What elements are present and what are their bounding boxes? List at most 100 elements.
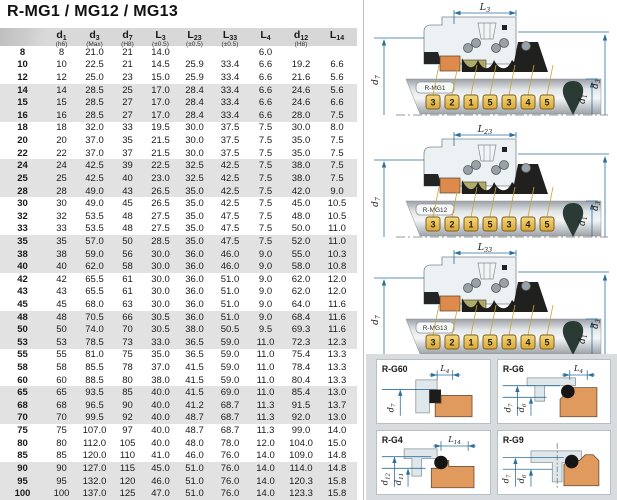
dim-label-d11: d11: [393, 473, 405, 485]
table-cell: 40.0: [151, 412, 170, 424]
table-cell: 76.0: [220, 462, 240, 474]
table-cell: 32.5: [185, 160, 204, 172]
table-cell: 15.0: [151, 72, 170, 84]
table-cell: 42.0: [291, 185, 311, 197]
table-cell: 41.2: [185, 399, 204, 411]
table-cell: 25.9: [185, 59, 204, 71]
table-cell: 13.3: [327, 362, 347, 374]
item-number: 4: [525, 338, 530, 348]
table-cell: 6.0: [258, 46, 273, 58]
table-row: 90 90 127.0 115 45.0 51.0 76.0 14.0 114.0 14.8: [0, 462, 357, 475]
teardrop-cutaway: [562, 321, 584, 355]
table-cell: 7.5: [258, 223, 273, 235]
table-row: 32 32 53.5 48 27.5 35.0 47.5 7.5 48.0 10.5: [0, 210, 357, 223]
table-cell: 110: [119, 450, 136, 462]
table-cell: 28.0: [291, 109, 311, 121]
item-number-tag: [520, 216, 536, 232]
table-cell: 32: [56, 210, 67, 222]
table-cell: 9.5: [258, 324, 273, 336]
table-cell: 109.0: [289, 450, 313, 462]
row-label: 33: [17, 223, 28, 235]
table-cell: 65.5: [85, 273, 104, 285]
table-row: 85 85 120.0 110 41.0 46.0 76.0 14.0 109.0 14.8: [0, 450, 357, 463]
table-cell: 30.0: [185, 147, 204, 159]
table-cell: 50: [56, 324, 67, 336]
table-cell: 132.0: [82, 475, 107, 487]
table-cell: 55: [56, 349, 67, 361]
table-cell: 35.0: [185, 198, 204, 210]
table-cell: 40.0: [151, 387, 170, 399]
item-number: 5: [544, 98, 549, 108]
item-number-tag: [501, 334, 517, 350]
column-header: d1 (h6): [55, 29, 68, 48]
table-row: 55 55 81.0 75 35.0 36.5 59.0 11.0 75.4 13.3: [0, 349, 357, 362]
table-cell: 6.6: [258, 84, 273, 96]
spring-coil: [471, 38, 481, 48]
table-row: 65 65 93.5 85 40.0 41.5 69.0 11.0 85.4 13.0: [0, 386, 357, 400]
dim-label-d7: d7: [500, 474, 512, 483]
column-header: d3 (Max): [86, 29, 103, 48]
table-cell: 30.0: [151, 261, 170, 273]
item-number-tag: [520, 334, 536, 350]
table-cell: 22: [56, 147, 67, 159]
table-cell: 59.0: [85, 248, 104, 260]
table-cell: 9.0: [258, 286, 273, 298]
table-cell: 42.5: [220, 198, 240, 210]
table-cell: 78.4: [291, 362, 311, 374]
table-cell: 36.0: [185, 248, 204, 260]
table-cell: 10.3: [327, 248, 347, 260]
table-cell: 28.4: [185, 97, 204, 109]
table-cell: 42.5: [220, 185, 240, 197]
table-row: 80 80 112.0 105 40.0 48.0 78.0 12.0 104.0 15.0: [0, 437, 357, 450]
table-cell: 21.5: [151, 135, 170, 147]
table-row: 68 68 96.5 90 40.0 41.2 68.7 11.3 91.5 13.7: [0, 399, 357, 412]
row-label: 42: [17, 273, 28, 285]
table-cell: 28.5: [85, 84, 104, 96]
table-cell: 120.3: [289, 475, 313, 487]
spring-coil: [463, 283, 473, 293]
dim-label-d12: d12: [380, 472, 392, 485]
table-cell: 17.0: [151, 84, 170, 96]
table-cell: 36.0: [185, 273, 204, 285]
table-cell: 30.0: [151, 298, 170, 310]
table-cell: 48.7: [185, 412, 204, 424]
table-cell: 51.0: [185, 488, 204, 500]
table-cell: 105: [119, 437, 136, 449]
spring-coil: [471, 160, 481, 170]
item-number-tag: [539, 216, 555, 232]
table-row: 43 43 65.5 61 30.0 36.0 51.0 9.0 62.0 12.0: [0, 286, 357, 299]
table-cell: 14.0: [256, 475, 275, 487]
row-label: 25: [17, 172, 28, 184]
column-header: L33 (±0.5): [221, 29, 239, 48]
item-number-tag: [425, 216, 441, 232]
seal-model-label: R-MG1: [425, 85, 446, 92]
table-cell: 14.5: [151, 59, 170, 71]
table-cell: 40.0: [151, 437, 170, 449]
table-cell: 11.6: [328, 311, 346, 323]
row-label: 48: [17, 311, 28, 323]
table-cell: 7.5: [258, 122, 273, 134]
item-number: 2: [449, 220, 454, 230]
table-cell: 48: [56, 311, 67, 323]
table-cell: 57.0: [85, 235, 104, 247]
table-cell: 72.3: [291, 336, 311, 348]
table-cell: 48.0: [185, 437, 204, 449]
teardrop-cutaway: [562, 81, 584, 115]
table-cell: 47.5: [220, 223, 240, 235]
table-cell: 68.7: [220, 425, 240, 437]
table-cell: 9.0: [258, 311, 273, 323]
table-cell: 47.0: [151, 488, 170, 500]
row-label: 16: [17, 109, 28, 121]
spring-coil: [463, 43, 473, 53]
table-cell: 11.0: [256, 362, 275, 374]
table-cell: 66: [122, 311, 133, 323]
table-cell: 11.0: [256, 349, 275, 361]
table-row: 16 16 28.5 27 17.0 28.4 33.4 6.6 28.0 7.5: [0, 109, 357, 122]
table-cell: 76.0: [220, 488, 240, 500]
table-cell: 100: [53, 488, 70, 500]
table-cell: 27.5: [151, 210, 170, 222]
table-cell: 35.0: [185, 235, 204, 247]
row-label: 15: [17, 97, 28, 109]
